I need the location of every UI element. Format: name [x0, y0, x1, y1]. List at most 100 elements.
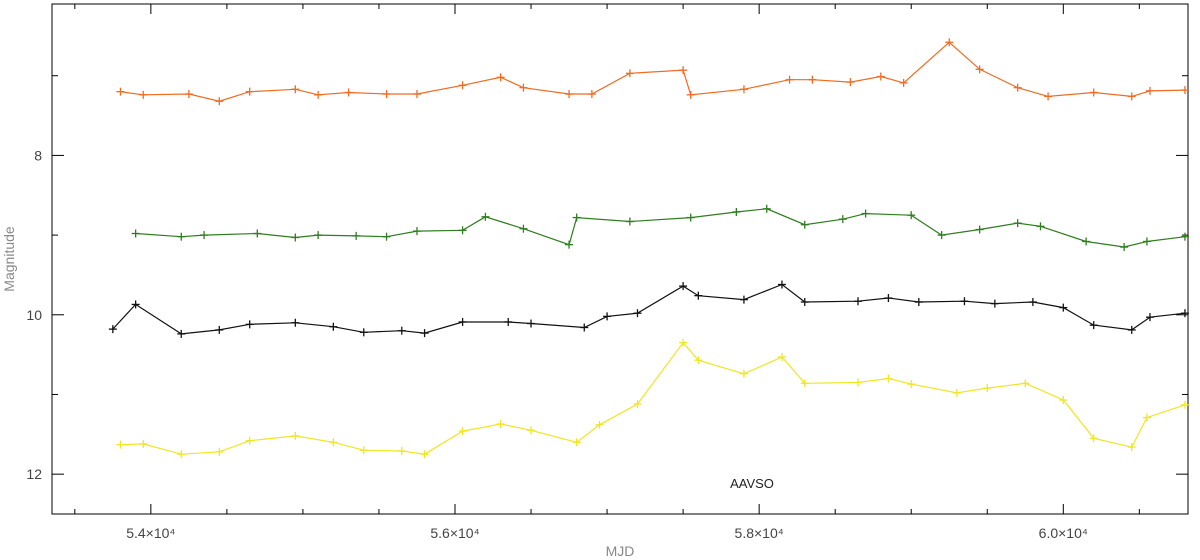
data-point — [1044, 92, 1053, 101]
data-point — [937, 231, 946, 240]
data-point — [1089, 321, 1098, 330]
data-point — [412, 227, 421, 236]
data-point — [458, 226, 467, 235]
data-point — [686, 213, 695, 222]
data-point — [215, 447, 224, 456]
data-point — [990, 299, 999, 308]
data-point — [1036, 222, 1045, 231]
data-point — [504, 317, 513, 326]
annotation-label: AAVSO — [730, 476, 774, 491]
data-point — [884, 374, 893, 383]
data-point — [184, 90, 193, 99]
data-point — [1142, 413, 1151, 422]
data-point — [686, 90, 695, 99]
data-point — [1013, 83, 1022, 92]
data-point — [352, 231, 361, 240]
data-point — [177, 232, 186, 241]
data-point — [1059, 396, 1068, 405]
data-point — [458, 81, 467, 90]
data-point — [679, 338, 688, 347]
data-point — [983, 384, 992, 393]
data-point — [496, 73, 505, 82]
data-point — [565, 90, 574, 99]
data-point — [253, 229, 262, 238]
data-point — [572, 213, 581, 222]
data-point — [359, 328, 368, 337]
data-point — [739, 85, 748, 94]
series-line — [120, 41, 1186, 102]
data-point — [1013, 219, 1022, 228]
data-point — [800, 379, 809, 388]
data-point — [215, 97, 224, 106]
data-point — [1127, 92, 1136, 101]
data-point — [397, 447, 406, 456]
data-point — [960, 297, 969, 306]
plot-frame — [51, 3, 1189, 515]
data-point — [808, 75, 817, 84]
data-point — [1120, 243, 1129, 252]
data-point — [359, 446, 368, 455]
data-point — [291, 318, 300, 327]
data-point — [382, 90, 391, 99]
data-point — [884, 294, 893, 303]
data-point — [762, 204, 771, 213]
data-point — [838, 215, 847, 224]
data-point — [108, 325, 117, 334]
data-point — [679, 282, 688, 291]
data-point — [215, 325, 224, 334]
data-point — [633, 400, 642, 409]
data-point — [572, 438, 581, 447]
axis-tick-labels: 5.4×10⁴ 5.6×10⁴ 5.8×10⁴ 6.0×10⁴ 8 10 12 — [26, 147, 1087, 541]
data-point — [291, 233, 300, 242]
x-tick-label: 6.0×10⁴ — [1039, 525, 1088, 541]
data-point — [420, 450, 429, 459]
data-point — [519, 83, 528, 92]
data-point — [131, 300, 140, 309]
series-3 — [116, 338, 1189, 459]
data-point — [945, 38, 954, 47]
data-point — [344, 88, 353, 97]
data-point — [116, 440, 125, 449]
series-line — [135, 208, 1186, 248]
data-point — [382, 232, 391, 241]
data-point — [975, 65, 984, 74]
data-point — [899, 78, 908, 87]
data-point — [481, 212, 490, 221]
data-point — [1145, 86, 1154, 95]
data-point — [177, 329, 186, 338]
data-point — [329, 438, 338, 447]
data-point — [527, 319, 536, 328]
data-point — [907, 211, 916, 220]
x-tick-label: 5.6×10⁴ — [430, 525, 479, 541]
x-tick-label: 5.4×10⁴ — [126, 525, 175, 541]
data-point — [314, 90, 323, 99]
data-point — [975, 225, 984, 234]
data-point — [329, 322, 338, 331]
data-point — [245, 87, 254, 96]
data-point — [139, 90, 148, 99]
data-point — [1142, 237, 1151, 246]
data-point — [1127, 325, 1136, 334]
series-1 — [131, 204, 1189, 252]
data-point — [565, 240, 574, 249]
data-point — [245, 320, 254, 329]
data-point — [397, 326, 406, 335]
y-tick-label: 10 — [26, 307, 42, 323]
y-tick-label: 8 — [34, 147, 42, 163]
y-tick-label: 12 — [26, 466, 42, 482]
data-point — [1180, 400, 1189, 409]
data-point — [200, 231, 209, 240]
data-point — [861, 209, 870, 218]
data-point — [458, 427, 467, 436]
data-point — [580, 323, 589, 332]
data-point — [739, 295, 748, 304]
series-layer — [108, 38, 1189, 459]
data-point — [1127, 443, 1136, 452]
series-0 — [116, 38, 1189, 106]
data-point — [800, 298, 809, 307]
data-point — [853, 297, 862, 306]
data-point — [633, 309, 642, 318]
data-point — [625, 69, 634, 78]
data-point — [1180, 86, 1189, 95]
data-point — [1028, 298, 1037, 307]
